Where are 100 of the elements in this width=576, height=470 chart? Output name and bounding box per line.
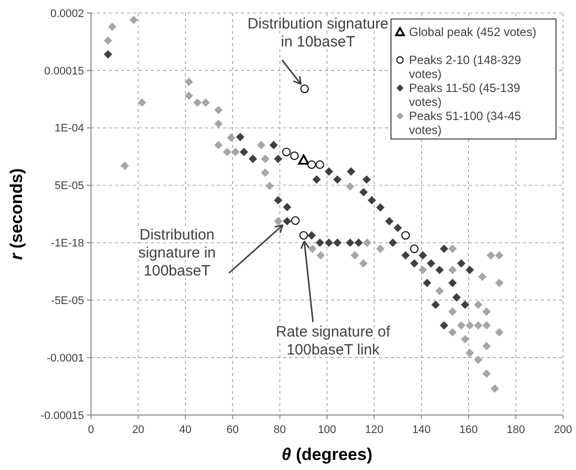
point xyxy=(359,259,368,268)
point xyxy=(448,278,457,288)
point xyxy=(256,140,266,150)
point xyxy=(324,167,334,176)
x-tick-label: 200 xyxy=(554,424,572,436)
point xyxy=(362,175,371,184)
point xyxy=(201,98,210,107)
point xyxy=(274,217,282,226)
point xyxy=(376,203,385,212)
point xyxy=(346,238,354,247)
point xyxy=(385,217,394,226)
point xyxy=(426,259,436,268)
point xyxy=(333,175,342,184)
point xyxy=(410,244,419,254)
point xyxy=(265,182,274,190)
point xyxy=(482,342,491,350)
point xyxy=(316,160,324,169)
point xyxy=(448,244,457,253)
point xyxy=(269,140,278,150)
point xyxy=(350,251,360,260)
legend-label: Peaks 2-10 (148-329 votes) xyxy=(409,53,522,82)
point xyxy=(324,238,334,247)
point xyxy=(300,84,309,94)
point xyxy=(274,196,282,204)
point xyxy=(260,154,270,164)
point xyxy=(333,238,342,247)
point xyxy=(482,307,491,316)
point xyxy=(316,238,324,247)
y-tick-label: -0.00015 xyxy=(40,410,84,422)
point xyxy=(291,216,300,225)
point xyxy=(120,162,129,170)
point xyxy=(418,266,428,274)
point xyxy=(104,50,112,59)
point xyxy=(495,328,504,337)
point xyxy=(222,148,232,156)
point xyxy=(448,307,457,316)
point xyxy=(138,98,146,107)
point xyxy=(312,175,321,184)
point xyxy=(401,231,410,240)
point xyxy=(394,224,402,232)
point xyxy=(231,148,240,156)
point xyxy=(466,266,474,274)
point xyxy=(448,266,457,274)
point xyxy=(495,251,504,260)
point xyxy=(298,154,310,165)
point xyxy=(359,188,368,196)
point xyxy=(482,369,491,378)
point xyxy=(184,78,194,86)
point xyxy=(457,259,466,268)
x-tick-label: 120 xyxy=(365,424,384,436)
point xyxy=(226,133,236,142)
point xyxy=(184,91,194,100)
point xyxy=(486,251,495,260)
point xyxy=(307,231,316,240)
point xyxy=(418,251,428,260)
point xyxy=(214,120,223,128)
point xyxy=(376,244,385,253)
point xyxy=(490,384,499,393)
point xyxy=(193,98,202,107)
point xyxy=(452,293,461,302)
point xyxy=(274,154,282,164)
point xyxy=(457,321,466,330)
point xyxy=(440,244,448,253)
point xyxy=(354,238,363,247)
point xyxy=(104,36,112,45)
point xyxy=(108,22,116,31)
point xyxy=(282,148,291,156)
point xyxy=(448,328,457,337)
point xyxy=(316,251,325,260)
point xyxy=(474,300,482,309)
y-tick-label: -0.0001 xyxy=(46,352,84,364)
point xyxy=(435,286,444,296)
y-tick-label: 1E-04 xyxy=(54,122,84,135)
point xyxy=(308,244,317,253)
y-tick-label: -5E-05 xyxy=(50,294,84,307)
point xyxy=(214,106,223,114)
x-tick-label: 20 xyxy=(132,424,144,436)
annotation: Distribution signature in 10baseT xyxy=(248,15,388,50)
annotation: Distribution signature in 100baseT xyxy=(138,226,216,280)
annotation: Rate signature of 100baseT link xyxy=(276,323,391,358)
point xyxy=(460,334,470,344)
point xyxy=(346,182,354,191)
x-tick-label: 140 xyxy=(412,424,431,436)
point xyxy=(346,167,356,176)
point xyxy=(260,168,270,177)
point xyxy=(482,321,491,330)
point xyxy=(422,278,432,288)
point xyxy=(368,196,376,204)
point xyxy=(466,321,474,330)
point xyxy=(401,251,410,260)
x-tick-label: 80 xyxy=(274,424,286,436)
point xyxy=(460,300,470,309)
point xyxy=(299,231,308,240)
y-tick-label: -1E-18 xyxy=(50,238,84,250)
point xyxy=(388,238,398,247)
x-axis-title: θ (degrees) xyxy=(282,445,372,464)
y-axis-title: r (seconds) xyxy=(7,168,26,260)
point xyxy=(495,278,504,288)
y-tick-label: 0.0002 xyxy=(50,8,84,20)
point xyxy=(240,148,248,156)
